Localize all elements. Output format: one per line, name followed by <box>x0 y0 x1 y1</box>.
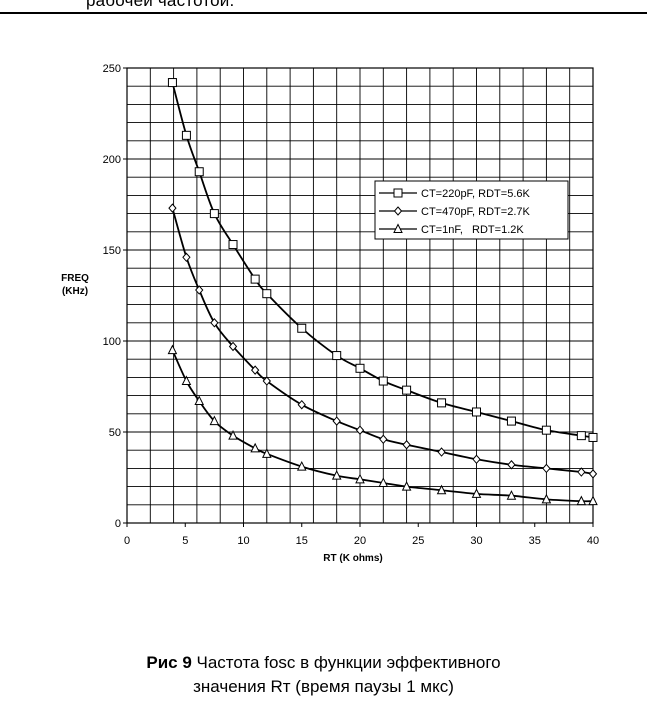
data-point-square <box>437 398 447 408</box>
data-point-square <box>588 432 598 442</box>
legend-item: CT=470pF, RDT=2.7K <box>379 206 530 218</box>
data-point-square <box>167 78 177 88</box>
data-point-square <box>378 376 388 386</box>
data-point-diamond <box>437 447 446 457</box>
data-point-diamond <box>210 318 219 328</box>
data-point-triangle <box>194 395 205 406</box>
legend-label: CT=220pF, RDT=5.6K <box>421 188 530 200</box>
data-point-triangle <box>209 415 220 426</box>
data-point-square <box>332 351 342 361</box>
y-tick-label: 200 <box>103 154 121 166</box>
caption-line-2: значения Rт (время паузы 1 мкс) <box>193 677 454 696</box>
series-diamond <box>168 203 598 479</box>
legend-item: CT=1nF, RDT=1.2K <box>379 223 524 236</box>
data-point-square <box>355 363 365 373</box>
data-point-diamond <box>195 285 204 295</box>
data-point-triangle <box>436 484 447 495</box>
x-tick-label: 40 <box>587 535 599 547</box>
data-point-square <box>576 431 586 441</box>
data-point-diamond <box>507 460 516 470</box>
axes <box>123 67 594 527</box>
header-rule <box>0 12 647 14</box>
data-point-diamond <box>577 467 586 477</box>
y-tick-labels: 0 50 100 150 200 250 <box>103 63 121 530</box>
data-point-triangle <box>228 430 238 440</box>
data-point-triangle <box>506 490 517 500</box>
x-axis-label: RT (K ohms) <box>323 553 382 564</box>
data-point-diamond <box>228 341 238 352</box>
data-point-square <box>228 240 238 250</box>
data-point-diamond <box>182 252 191 263</box>
caption-line-1: Рис 9 Частота fosc в функции эффективног… <box>0 651 647 675</box>
x-tick-label: 5 <box>182 535 188 547</box>
series-square <box>167 78 598 442</box>
figure-caption: Рис 9 Частота fosc в функции эффективног… <box>0 651 647 699</box>
data-point-diamond <box>168 203 177 213</box>
x-tick-label: 20 <box>354 535 366 547</box>
data-point-square <box>209 209 219 219</box>
data-point-triangle <box>261 448 272 458</box>
data-point-diamond <box>332 416 341 426</box>
data-point-diamond <box>472 454 481 465</box>
data-point-triangle <box>250 442 260 453</box>
legend-label: CT=470pF, RDT=2.7K <box>421 206 530 218</box>
x-tick-label: 35 <box>529 535 541 547</box>
x-tick-labels: 0 5 10 15 20 25 30 35 40 <box>124 535 599 547</box>
data-point-square <box>250 274 260 284</box>
data-point-diamond <box>262 376 271 386</box>
legend-item: CT=220pF, RDT=5.6K <box>379 188 530 200</box>
data-point-triangle <box>393 223 403 233</box>
data-point-square <box>393 188 403 198</box>
data-point-diamond <box>355 425 365 435</box>
series-triangle <box>167 344 598 506</box>
data-point-triangle <box>401 480 412 491</box>
data-point-square <box>194 167 204 177</box>
data-point-triangle <box>541 493 552 504</box>
series-layer <box>167 78 598 506</box>
y-axis-label-line-1: FREQ <box>61 273 89 284</box>
header-text: рабочей частотой. <box>86 0 235 10</box>
data-point-square <box>181 130 191 140</box>
data-point-diamond <box>250 365 260 375</box>
data-point-triangle <box>588 495 598 506</box>
data-point-diamond <box>297 399 306 410</box>
data-point-triangle <box>181 375 192 386</box>
data-point-triangle <box>167 344 178 355</box>
legend: CT=220pF, RDT=5.6K CT=470pF, RDT=2.7K CT=1… <box>374 180 569 240</box>
grid-lines <box>127 68 593 523</box>
data-point-diamond <box>379 434 388 445</box>
y-tick-label: 0 <box>115 518 121 530</box>
caption-text-1: Частота fosc в функции эффективного <box>191 653 501 672</box>
y-axis-label-line-2: (KHz) <box>62 286 88 297</box>
caption-figure-number: Рис 9 <box>146 653 192 672</box>
data-point-square <box>506 416 516 426</box>
y-tick-label: 100 <box>103 336 121 348</box>
y-tick-label: 250 <box>103 63 121 75</box>
data-point-triangle <box>296 460 307 471</box>
y-tick-label: 150 <box>103 245 121 257</box>
data-point-diamond <box>588 469 598 479</box>
data-point-triangle <box>471 488 482 498</box>
data-point-square <box>402 385 412 395</box>
data-point-triangle <box>331 470 342 480</box>
frequency-chart: 0 5 10 15 20 25 30 35 40 0 50 100 150 200 250 RT (K o… <box>61 63 599 564</box>
x-tick-label: 15 <box>296 535 308 547</box>
x-tick-label: 0 <box>124 535 130 547</box>
data-point-square <box>541 425 551 435</box>
x-tick-label: 30 <box>470 535 482 547</box>
legend-label: CT=1nF, RDT=1.2K <box>421 224 524 236</box>
data-point-square <box>472 407 481 417</box>
data-point-square <box>262 289 272 299</box>
x-tick-label: 10 <box>237 535 249 547</box>
y-tick-label: 50 <box>109 427 121 439</box>
data-point-triangle <box>378 477 389 487</box>
data-point-diamond <box>542 463 551 474</box>
data-point-triangle <box>355 473 365 484</box>
data-point-square <box>297 323 307 333</box>
x-tick-label: 25 <box>412 535 424 547</box>
data-point-diamond <box>402 439 411 450</box>
data-point-triangle <box>576 495 587 506</box>
data-point-diamond <box>393 206 403 216</box>
